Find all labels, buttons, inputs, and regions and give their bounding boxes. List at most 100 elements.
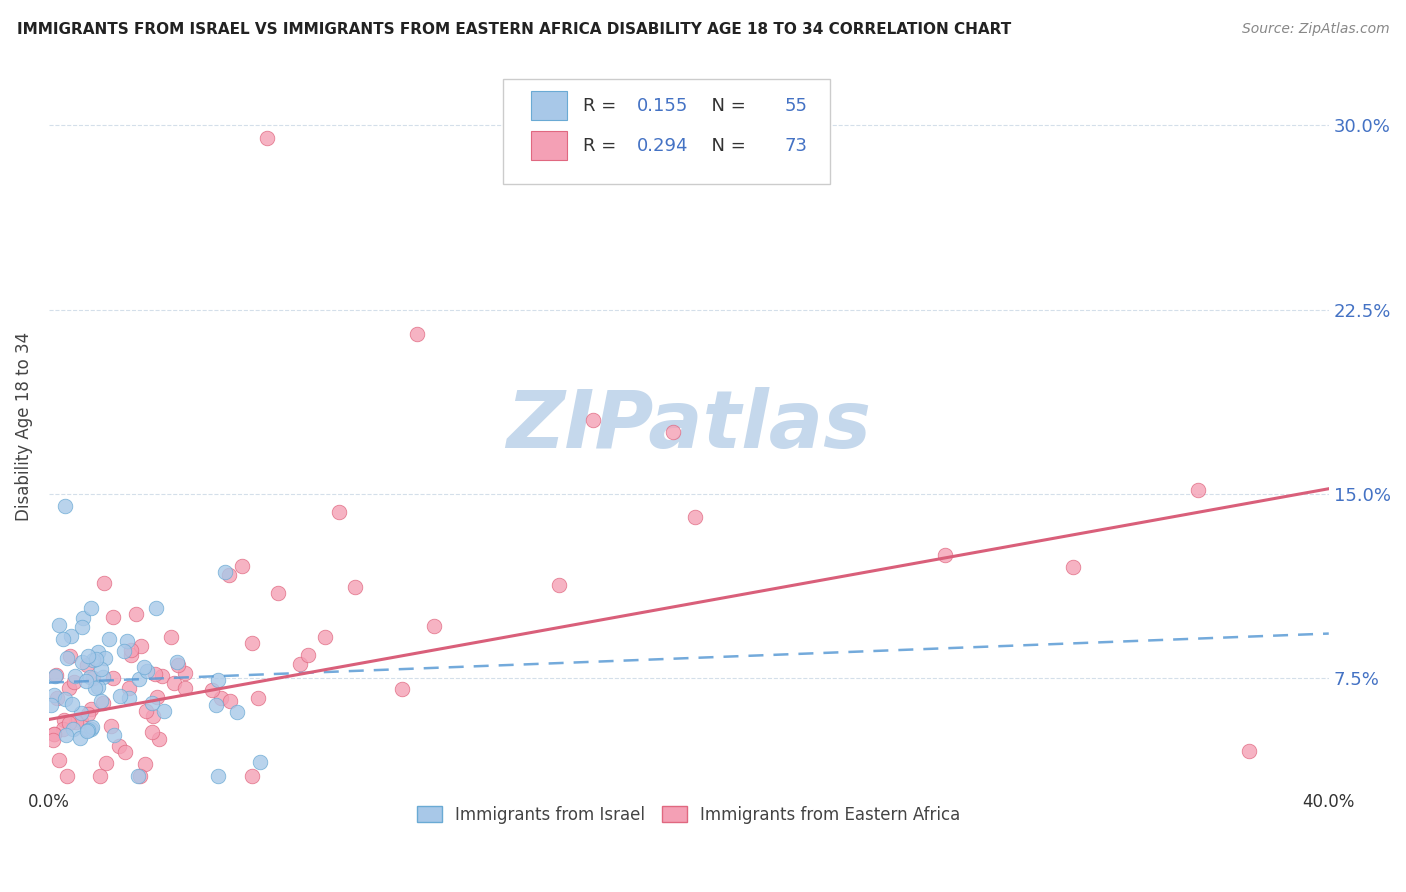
Bar bbox=[531, 91, 567, 120]
Point bbox=[423, 619, 446, 633]
Point bbox=[1237, 744, 1260, 758]
Point bbox=[70, 620, 93, 634]
Point bbox=[129, 639, 152, 653]
Point bbox=[55, 728, 77, 742]
Point bbox=[52, 632, 75, 647]
Point bbox=[391, 681, 413, 696]
Point bbox=[135, 704, 157, 718]
Point bbox=[328, 505, 350, 519]
Point bbox=[1062, 560, 1084, 574]
Point bbox=[62, 722, 84, 736]
Point bbox=[79, 702, 101, 716]
Point bbox=[128, 769, 150, 783]
Point bbox=[152, 704, 174, 718]
Point bbox=[65, 669, 87, 683]
Point bbox=[297, 648, 319, 663]
Bar bbox=[531, 131, 567, 160]
Point bbox=[63, 675, 86, 690]
Point bbox=[94, 651, 117, 665]
Point bbox=[77, 723, 100, 737]
Point bbox=[76, 657, 98, 672]
Point bbox=[91, 696, 114, 710]
Point bbox=[80, 722, 103, 736]
Point bbox=[48, 753, 70, 767]
Legend: Immigrants from Israel, Immigrants from Eastern Africa: Immigrants from Israel, Immigrants from … bbox=[411, 799, 967, 830]
Point bbox=[406, 327, 429, 342]
Text: R =: R = bbox=[582, 96, 621, 115]
Point bbox=[290, 657, 312, 671]
Text: Source: ZipAtlas.com: Source: ZipAtlas.com bbox=[1241, 22, 1389, 37]
Point bbox=[42, 688, 65, 702]
Point bbox=[934, 548, 956, 562]
Text: 0.294: 0.294 bbox=[637, 136, 688, 154]
Point bbox=[240, 769, 263, 783]
Point bbox=[201, 682, 224, 697]
Text: N =: N = bbox=[700, 96, 752, 115]
Point bbox=[70, 714, 93, 728]
Text: IMMIGRANTS FROM ISRAEL VS IMMIGRANTS FROM EASTERN AFRICA DISABILITY AGE 18 TO 34: IMMIGRANTS FROM ISRAEL VS IMMIGRANTS FRO… bbox=[17, 22, 1011, 37]
Point bbox=[101, 672, 124, 686]
Point bbox=[240, 636, 263, 650]
Point bbox=[685, 509, 707, 524]
Point bbox=[314, 630, 336, 644]
Point bbox=[142, 709, 165, 723]
Point bbox=[103, 727, 125, 741]
Point bbox=[87, 644, 110, 658]
Point bbox=[69, 731, 91, 746]
Point bbox=[82, 652, 104, 666]
Point bbox=[56, 769, 79, 783]
Point bbox=[93, 575, 115, 590]
Point bbox=[52, 713, 75, 727]
Point bbox=[59, 648, 82, 663]
Point bbox=[86, 651, 108, 665]
Point bbox=[163, 676, 186, 690]
Point bbox=[148, 732, 170, 747]
Point bbox=[267, 585, 290, 599]
Point bbox=[52, 722, 75, 736]
Text: 73: 73 bbox=[785, 136, 808, 154]
Point bbox=[82, 720, 104, 734]
Point bbox=[150, 669, 173, 683]
Point bbox=[249, 755, 271, 769]
Point bbox=[143, 667, 166, 681]
Point bbox=[94, 756, 117, 770]
Point bbox=[97, 632, 120, 646]
Point bbox=[76, 724, 98, 739]
Point bbox=[77, 707, 100, 722]
Point bbox=[48, 617, 70, 632]
Point bbox=[44, 727, 66, 741]
Point bbox=[173, 666, 195, 681]
Text: 55: 55 bbox=[785, 96, 808, 115]
Point bbox=[60, 697, 83, 711]
Point bbox=[134, 756, 156, 771]
Point bbox=[80, 601, 103, 615]
Point bbox=[90, 694, 112, 708]
Point bbox=[44, 669, 66, 683]
Point bbox=[45, 668, 67, 682]
Point bbox=[93, 670, 115, 684]
Point bbox=[226, 705, 249, 719]
Point bbox=[548, 578, 571, 592]
Point bbox=[256, 130, 278, 145]
Point bbox=[174, 681, 197, 696]
Point bbox=[218, 567, 240, 582]
Point bbox=[59, 629, 82, 643]
Point bbox=[127, 769, 149, 783]
Point bbox=[53, 692, 76, 706]
Text: 0.155: 0.155 bbox=[637, 96, 688, 115]
Point bbox=[128, 672, 150, 686]
Point bbox=[87, 680, 110, 694]
Point bbox=[100, 718, 122, 732]
Point bbox=[214, 565, 236, 579]
Point bbox=[1187, 483, 1209, 497]
Point bbox=[209, 690, 232, 705]
Point bbox=[132, 659, 155, 673]
Text: R =: R = bbox=[582, 136, 621, 154]
Text: ZIPatlas: ZIPatlas bbox=[506, 387, 872, 465]
Point bbox=[118, 690, 141, 705]
Point bbox=[53, 499, 76, 513]
Point bbox=[231, 559, 253, 574]
Point bbox=[39, 698, 62, 713]
Point bbox=[46, 690, 69, 705]
Point bbox=[582, 413, 605, 427]
